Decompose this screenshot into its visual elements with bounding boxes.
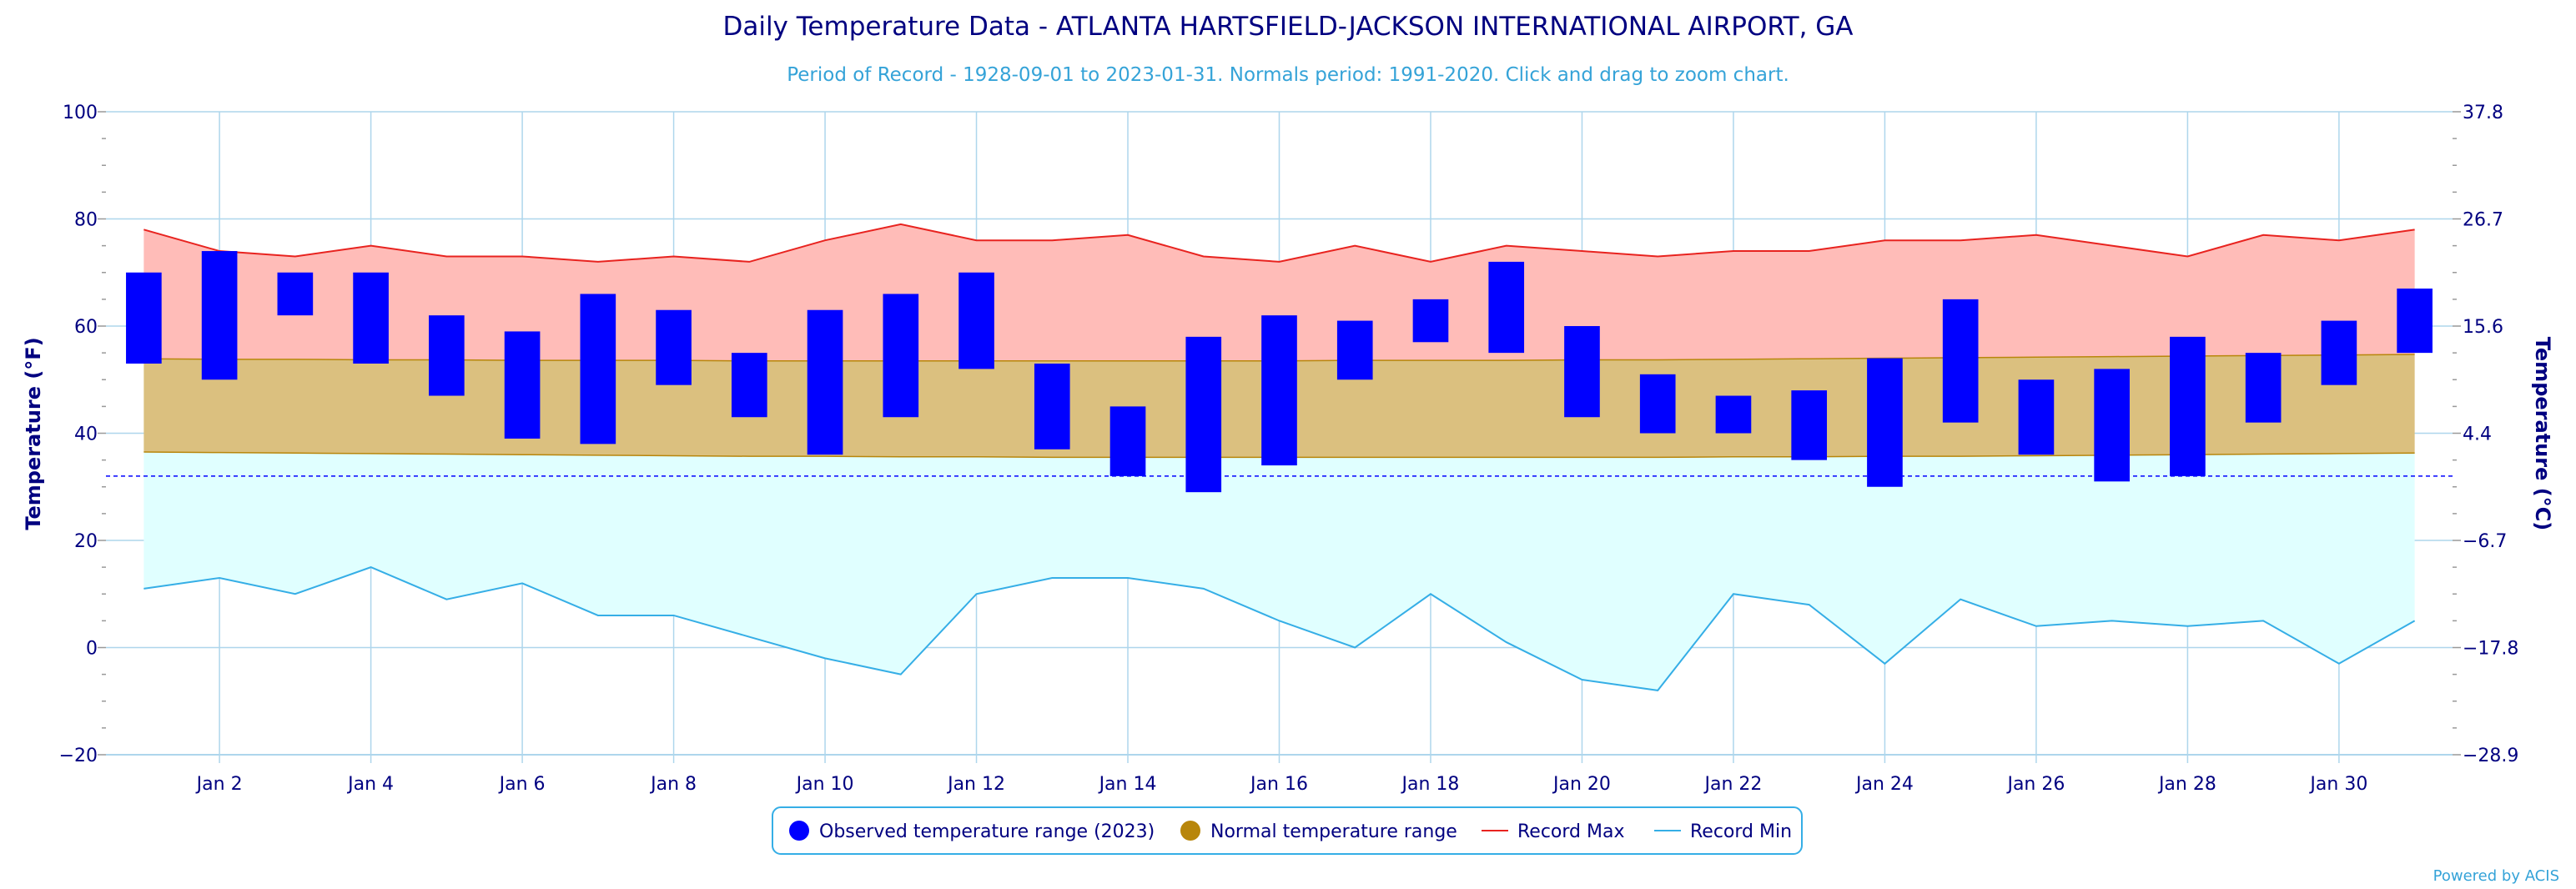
observed-bar-jan-19 (1488, 261, 1525, 354)
observed-bar-jan-22 (1715, 395, 1752, 434)
observed-bar-jan-13 (1034, 363, 1070, 450)
observed-bar-jan-29 (2245, 353, 2282, 423)
y-tick-label-left: −20 (59, 746, 98, 766)
x-tick-label: Jan 30 (2308, 774, 2367, 795)
x-tick-label: Jan 18 (1401, 774, 1460, 795)
y-tick-label-left: 40 (74, 424, 98, 445)
x-tick-label: Jan 24 (1854, 774, 1914, 795)
observed-bar-jan-7 (580, 294, 616, 444)
observed-bar-jan-20 (1564, 326, 1600, 418)
x-tick-label: Jan 20 (1552, 774, 1611, 795)
y-tick-label-right: 4.4 (2463, 424, 2492, 445)
observed-bar-jan-23 (1791, 390, 1828, 460)
legend-item-record-max[interactable]: Record Max (1482, 821, 1625, 842)
x-tick-label: Jan 16 (1249, 774, 1308, 795)
legend-item-normal[interactable]: Normal temperature range (1180, 821, 1457, 842)
x-tick-label: Jan 8 (649, 774, 697, 795)
x-tick-label: Jan 14 (1098, 774, 1157, 795)
y-tick-label-left: 60 (74, 317, 98, 338)
observed-bar-jan-8 (656, 309, 692, 385)
observed-bar-jan-30 (2321, 320, 2357, 385)
x-tick-label: Jan 4 (346, 774, 394, 795)
y-axis-title-left: Temperature (°F) (22, 337, 45, 530)
y-tick-label-right: 15.6 (2463, 317, 2503, 338)
credits-link[interactable]: Powered by ACIS (2433, 867, 2559, 885)
legend-box (772, 806, 1803, 855)
observed-bar-jan-12 (958, 272, 994, 369)
observed-bar-jan-17 (1336, 320, 1373, 380)
record-max-band (143, 224, 2415, 361)
observed-bar-jan-26 (2018, 379, 2055, 455)
record-min-band (143, 451, 2415, 691)
y-tick-label-right: −6.7 (2463, 531, 2507, 552)
chart-title: Daily Temperature Data - ATLANTA HARTSFI… (722, 12, 1853, 42)
y-tick-label-left: 0 (86, 639, 98, 660)
observed-bar-jan-1 (126, 272, 162, 364)
observed-bar-jan-5 (429, 315, 465, 396)
observed-bar-jan-6 (504, 331, 541, 439)
x-tick-label: Jan 12 (946, 774, 1005, 795)
observed-bar-jan-2 (201, 251, 238, 380)
y-axis-title-right: Temperature (°C) (2531, 337, 2554, 531)
legend-normal-marker (1180, 821, 1200, 841)
y-tick-label-right: −28.9 (2463, 746, 2518, 766)
observed-bars (126, 251, 2433, 493)
x-tick-label: Jan 2 (195, 774, 243, 795)
record-min-line (143, 566, 2416, 691)
observed-bar-jan-25 (1942, 299, 1979, 423)
legend-record-max-label: Record Max (1517, 821, 1625, 842)
legend-normal-label: Normal temperature range (1210, 821, 1457, 842)
observed-bar-jan-4 (353, 272, 389, 364)
legend-item-record-min[interactable]: Record Min (1654, 821, 1792, 842)
observed-bar-jan-15 (1185, 336, 1222, 493)
x-tick-label: Jan 26 (2005, 774, 2065, 795)
record-max-line (143, 223, 2415, 263)
y-tick-label-right: 37.8 (2463, 103, 2503, 123)
y-tick-label-left: 100 (63, 103, 98, 123)
y-tick-label-left: 20 (74, 531, 98, 552)
observed-bar-jan-21 (1639, 374, 1676, 434)
legend-item-observed[interactable]: Observed temperature range (2023) (789, 821, 1155, 842)
observed-bar-jan-31 (2397, 289, 2433, 354)
axis-layer: Jan 2 Jan 4 Jan 6 Jan 8 Jan 10 Jan 12 Jan 14 Ja… (59, 103, 2519, 795)
observed-bar-jan-27 (2094, 369, 2130, 482)
legend: Observed temperature range (2023) Normal… (772, 806, 1803, 855)
observed-bar-jan-9 (731, 353, 767, 418)
chart-subtitle: Period of Record - 1928-09-01 to 2023-01… (787, 64, 1789, 86)
observed-bar-jan-14 (1109, 406, 1146, 476)
x-tick-label: Jan 10 (795, 774, 854, 795)
legend-observed-marker (789, 821, 809, 841)
y-tick-label-right: −17.8 (2463, 639, 2518, 660)
observed-bar-jan-18 (1412, 299, 1449, 343)
x-tick-label: Jan 22 (1703, 774, 1762, 795)
y-tick-label-left: 80 (74, 210, 98, 231)
observed-bar-jan-16 (1261, 315, 1297, 466)
observed-bar-jan-10 (807, 309, 843, 455)
observed-bar-jan-11 (883, 294, 919, 418)
legend-observed-label: Observed temperature range (2023) (819, 821, 1155, 842)
observed-bar-jan-28 (2170, 336, 2206, 476)
x-tick-label: Jan 6 (498, 774, 546, 795)
legend-record-min-label: Record Min (1690, 821, 1792, 842)
observed-bar-jan-3 (277, 272, 314, 316)
x-tick-label: Jan 28 (2157, 774, 2216, 795)
y-tick-label-right: 26.7 (2463, 210, 2503, 231)
observed-bar-jan-24 (1867, 358, 1903, 487)
